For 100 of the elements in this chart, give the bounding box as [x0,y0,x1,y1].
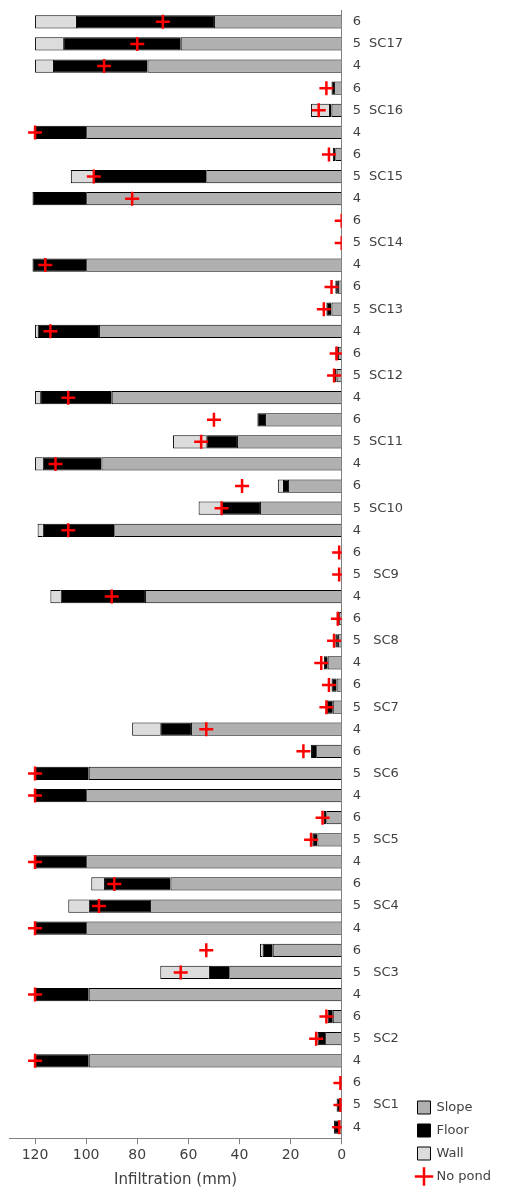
y-tick-label: 4 [352,322,361,338]
y-tick-label: 6 [352,79,361,95]
y-tick-label: 5 [352,1030,361,1046]
point [26,986,44,1003]
y-tick-label: 5 [352,565,361,581]
y-tick-label: 5 [352,433,361,449]
point [37,256,54,274]
y-tick-label: 5 [352,963,361,979]
point [320,676,338,694]
legend-label: Slope [436,1098,473,1114]
text: SC11 [369,433,403,449]
text: SC10 [369,499,403,515]
y-tick-label: 4 [352,654,361,670]
y-tick-label: 4 [352,1052,361,1068]
point [106,875,123,893]
text: SC13 [369,300,403,316]
bar [88,899,151,913]
text: SC9 [373,565,399,581]
y-tick-label: 5 [352,831,361,847]
y-tick-label: 6 [352,676,361,692]
point [323,278,340,296]
point [314,809,331,826]
text: SC7 [373,698,399,714]
bar [42,457,102,471]
point [198,942,215,959]
point [315,300,333,318]
x-axis-title: Infiltration (mm) [114,1169,238,1188]
x-tick-label: 120 [21,1146,49,1163]
y-tick-label: 5 [352,1096,361,1112]
point [320,146,338,163]
point [205,411,223,429]
point [233,477,251,495]
point [172,964,189,981]
point [318,698,335,716]
point [26,1052,44,1070]
point [85,168,103,185]
bar [104,877,171,891]
y-tick-label: 5 [352,632,361,648]
point [26,124,44,141]
text: SC5 [373,831,399,847]
point [213,499,230,517]
x-tick-label: 20 [281,1146,300,1163]
y-tick-label: 6 [352,145,361,161]
text: SC16 [369,101,403,117]
bar [63,37,181,51]
legend-label: No pond [436,1167,492,1183]
text: SC6 [373,764,399,780]
y-tick-label: 6 [352,875,361,891]
point [42,323,59,340]
bar [35,855,87,869]
legend-label: Floor [436,1121,470,1137]
y-tick-label: 4 [352,1118,361,1134]
y-tick-label: 4 [352,190,361,206]
point [192,433,210,451]
point [307,1030,325,1047]
text: SC12 [369,366,403,382]
bar [32,258,87,272]
text: SC15 [369,167,403,183]
y-tick-label: 5 [352,764,361,780]
y-tick-label: 4 [352,919,361,935]
point [198,720,215,738]
y-tick-label: 5 [352,499,361,515]
point [90,897,108,915]
point [60,522,77,539]
y-tick-label: 6 [352,1007,361,1023]
point [328,345,342,362]
point [154,13,172,31]
y-tick-label: 5 [352,234,361,250]
text: SC2 [373,1030,399,1046]
y-tick-label: 6 [352,411,361,427]
y-tick-label: 6 [352,742,361,758]
x-tick-label: 0 [337,1146,347,1163]
y-tick-label: 5 [352,101,361,117]
y-tick-label: 6 [352,344,361,360]
y-tick-label: 4 [352,57,361,73]
y-tick-label: 5 [352,366,361,382]
y-tick-label: 6 [352,543,361,559]
y-tick-label: 4 [352,521,361,537]
y-tick-label: 4 [352,786,361,802]
y-tick-label: 6 [352,1074,361,1090]
y-tick-label: 6 [352,13,361,29]
point [95,57,113,75]
bar [52,59,148,73]
text: SC8 [373,632,399,648]
text: SC14 [369,234,403,250]
point [325,632,342,650]
x-tick-label: 100 [72,1146,100,1163]
point [26,919,44,937]
y-tick-label: 4 [352,123,361,139]
point [60,389,77,406]
y-tick-label: 6 [352,278,361,294]
point [26,853,44,871]
point [123,190,141,207]
y-tick-label: 4 [352,587,361,603]
x-tick-label: 40 [230,1146,249,1163]
y-tick-label: 4 [352,389,361,405]
y-tick-label: 5 [352,35,361,51]
text: SC4 [373,897,399,913]
text: SC17 [369,35,403,51]
y-tick-label: 6 [352,941,361,957]
